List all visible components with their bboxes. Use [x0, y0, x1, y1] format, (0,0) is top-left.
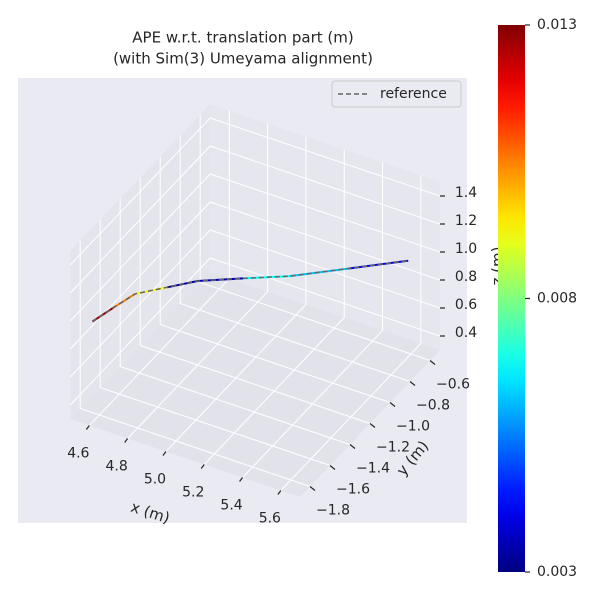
grid-line: [280, 175, 422, 491]
x-tick-label: 5.0: [144, 472, 166, 488]
grid-line: [119, 198, 351, 445]
tick-mark: [329, 465, 336, 470]
grid-line: [99, 219, 331, 466]
colorbar-tick-label: 0.003: [537, 564, 577, 580]
y-tick-label: −0.6: [436, 377, 470, 393]
y-tick-label: −0.8: [416, 398, 450, 414]
grid-line: [179, 135, 411, 382]
tick-mark: [309, 486, 316, 491]
reference-line: [92, 260, 409, 323]
y-tick-label: −1.2: [376, 440, 410, 456]
grid-line: [199, 114, 431, 361]
z-tick-label: 1.4: [455, 185, 477, 201]
z-tick-label: 0.8: [455, 269, 477, 285]
tick-mark: [389, 402, 396, 407]
tick-mark: [124, 438, 129, 443]
grid-line: [69, 257, 441, 406]
grid-line: [69, 117, 441, 266]
grid-line: [165, 136, 307, 452]
x-tick-label: 4.8: [106, 459, 128, 475]
grid-line: [242, 162, 384, 478]
tick-mark: [277, 490, 282, 495]
grid-line: [69, 173, 441, 322]
grid-line: [69, 145, 441, 294]
y-tick-label: −1.8: [316, 503, 350, 519]
z-tick-label: 1.0: [455, 241, 477, 257]
z-tick-label: 1.2: [455, 213, 477, 229]
y-tick-label: −1.0: [396, 419, 430, 435]
x-tick-label: 5.6: [259, 511, 281, 527]
grid-line: [79, 240, 311, 487]
error-segment: [112, 293, 136, 309]
z-tick-label: 0.4: [455, 325, 477, 341]
y-tick-label: −1.4: [356, 461, 390, 477]
grid-line: [69, 201, 441, 350]
tick-mark: [349, 444, 356, 449]
tick-mark: [429, 360, 436, 365]
tick-mark: [200, 464, 205, 469]
tick-mark: [162, 451, 167, 456]
legend-box: [331, 80, 462, 108]
x-tick-label: 5.2: [182, 485, 204, 501]
grid-line: [127, 123, 269, 439]
z-tick-label: 0.6: [455, 297, 477, 313]
chart-subtitle: (with Sim(3) Umeyama alignment): [113, 50, 373, 68]
tick-mark: [409, 381, 416, 386]
colorbar-tick-label: 0.008: [537, 291, 577, 307]
colorbar-tick-label: 0.013: [537, 17, 577, 33]
x-tick-label: 4.6: [67, 446, 89, 462]
grid-line: [159, 156, 391, 403]
grid-line: [203, 149, 345, 465]
grid-line: [69, 229, 441, 378]
colorbar: [498, 25, 525, 572]
tick-mark: [85, 425, 90, 430]
tick-mark: [369, 423, 376, 428]
x-tick-label: 5.4: [220, 498, 242, 514]
grid-line: [139, 177, 371, 424]
y-tick-label: −1.6: [336, 482, 370, 498]
chart-title: APE w.r.t. translation part (m): [132, 29, 353, 47]
legend-label: reference: [380, 86, 447, 102]
tick-mark: [239, 477, 244, 482]
